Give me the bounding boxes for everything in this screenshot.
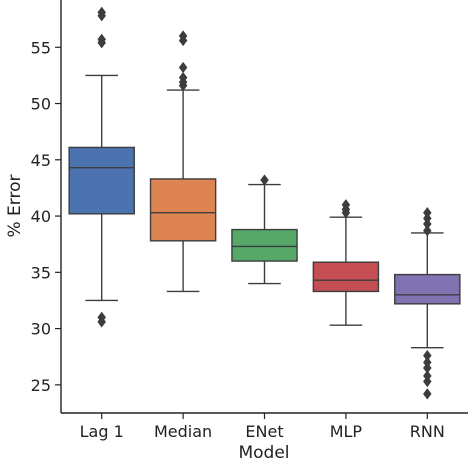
box-group (149, 30, 217, 293)
y-tick-label: 25 (31, 376, 51, 395)
y-tick-label: 35 (31, 263, 51, 282)
outlier-point (423, 356, 432, 369)
outlier-point (97, 33, 106, 46)
outlier-point (260, 174, 269, 186)
box-group (394, 207, 461, 400)
x-tick-label: MLP (330, 422, 363, 441)
x-axis-label: Model (238, 443, 289, 460)
outlier-point (423, 388, 432, 400)
iqr-box (149, 178, 217, 242)
outlier-point (423, 370, 432, 382)
outlier-point (97, 6, 106, 19)
iqr-box (312, 261, 380, 293)
iqr-box (68, 146, 135, 215)
x-tick-label: ENet (245, 422, 283, 441)
box-group (68, 6, 135, 328)
outlier-point (423, 225, 432, 237)
outlier-point (423, 349, 432, 362)
box-group (312, 199, 380, 326)
iqr-box (394, 273, 461, 305)
outlier-point (423, 207, 432, 219)
x-tick-label: RNN (410, 422, 445, 441)
y-ticks: 25 30 35 40 45 50 55 (31, 38, 61, 395)
y-axis-label: % Error (5, 174, 25, 237)
box-group (231, 174, 298, 285)
y-tick-label: 50 (31, 95, 51, 114)
iqr-box (231, 228, 298, 262)
outlier-point (341, 199, 351, 211)
outlier-point (178, 71, 188, 84)
outlier-point (97, 316, 106, 328)
y-tick-label: 30 (31, 320, 51, 339)
x-tick-label: Lag 1 (80, 422, 124, 441)
y-tick-label: 40 (31, 207, 51, 226)
x-tick-label: Median (154, 422, 212, 441)
y-tick-label: 45 (31, 151, 51, 170)
plot-marks (68, 6, 461, 400)
y-tick-label: 55 (31, 38, 51, 57)
outlier-point (178, 61, 188, 74)
outlier-point (178, 30, 188, 42)
x-ticks: Lag 1 Median ENet MLP RNN (80, 413, 445, 441)
